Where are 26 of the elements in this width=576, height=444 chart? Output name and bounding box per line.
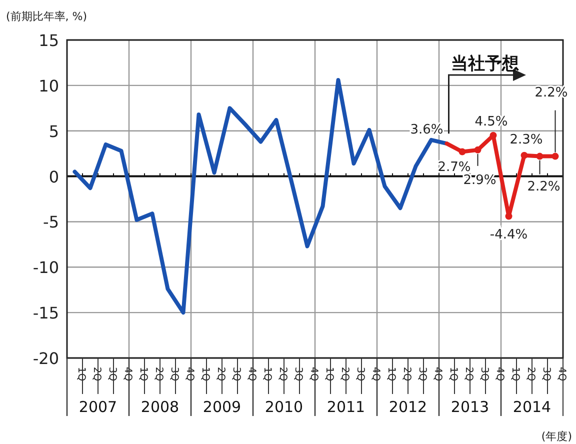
data-label: 2.7%: [438, 160, 471, 175]
data-label: -4.4%: [490, 227, 528, 242]
annotation: 当社予想: [450, 54, 520, 74]
y-tick-label: -20: [32, 349, 59, 368]
text: 2014: [512, 398, 552, 416]
data-label: 3.6%: [410, 122, 444, 138]
text: 2010: [264, 398, 304, 416]
y-tick-label: 15: [38, 31, 59, 50]
y-axis-title: (前期比年率, %): [6, 10, 88, 23]
data-label: 4.5%: [474, 114, 508, 130]
text: 2009: [202, 398, 242, 416]
y-tick-label: 10: [38, 76, 59, 96]
y-tick-label: 0: [48, 167, 59, 186]
data-label: 2.9%: [463, 172, 496, 188]
data-label: 2.3%: [510, 132, 543, 148]
data-label: 2.2%: [527, 179, 560, 194]
text: 2012: [388, 398, 428, 416]
x-axis-title: (年度): [541, 430, 572, 443]
text: 2007: [78, 398, 118, 416]
y-tick-label: -15: [32, 304, 59, 323]
y-tick-label: 5: [48, 122, 59, 141]
text: 2008: [140, 398, 180, 416]
y-tick-label: -5: [43, 212, 59, 232]
y-tick-label: -10: [32, 258, 59, 278]
text: 2011: [326, 398, 366, 416]
text: 2013: [450, 398, 490, 416]
